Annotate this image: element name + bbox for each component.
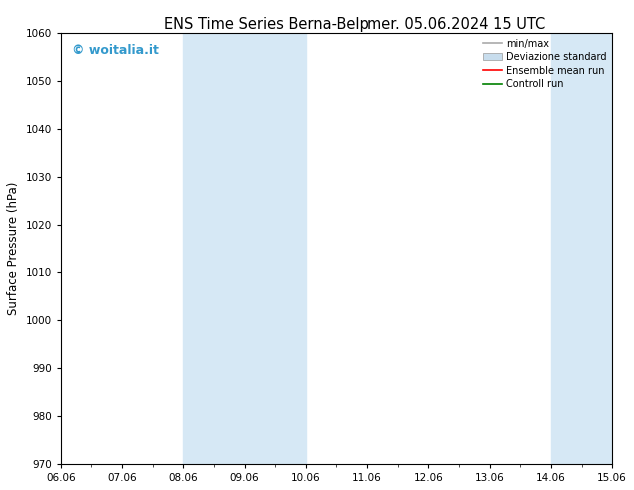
Bar (551, 33, 634, 464)
Legend: min/max, Deviazione standard, Ensemble mean run, Controll run: min/max, Deviazione standard, Ensemble m… (479, 35, 611, 93)
Bar (183, 33, 306, 464)
Text: ENS Time Series Berna-Belp: ENS Time Series Berna-Belp (164, 17, 368, 32)
Text: © woitalia.it: © woitalia.it (72, 44, 158, 57)
Y-axis label: Surface Pressure (hPa): Surface Pressure (hPa) (7, 182, 20, 315)
Text: mer. 05.06.2024 15 UTC: mer. 05.06.2024 15 UTC (367, 17, 546, 32)
